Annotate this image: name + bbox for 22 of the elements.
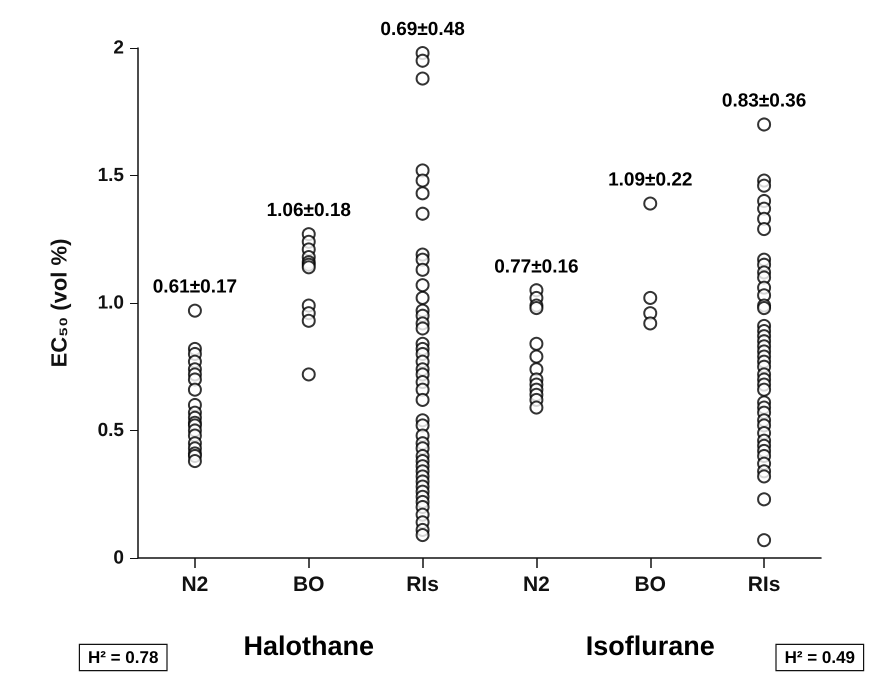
y-tick-label: 2 [113,38,124,58]
text: H² = 0.78 [88,648,158,667]
text: Halothane [243,631,374,661]
text: H² = 0.49 [784,648,855,667]
annotation: 1.09±0.22 [608,170,692,191]
x-tick-label: N2 [522,573,550,596]
x-tick-label: N2 [181,573,208,596]
annotation: 0.61±0.17 [152,276,238,298]
y-axis-title: EC₅₀ (vol %) [46,238,72,368]
annotation: 1.06±0.18 [266,200,351,222]
x-tick-label: RIs [406,573,439,596]
text: Isoflurane [586,631,715,661]
y-tick-label: 0 [113,548,124,568]
x-tick-label: BO [293,573,324,596]
x-tick-label: RIs [748,573,780,596]
annotation: 0.77±0.16 [494,256,579,278]
annotation: 0.83±0.36 [722,90,806,112]
text: 0.69±0.48 [380,19,465,40]
y-tick-label: 0.5 [98,420,124,441]
y-tick-label: 1.0 [98,292,124,314]
x-tick-label: BO [634,573,666,596]
y-tick-label: 1.5 [98,165,124,186]
